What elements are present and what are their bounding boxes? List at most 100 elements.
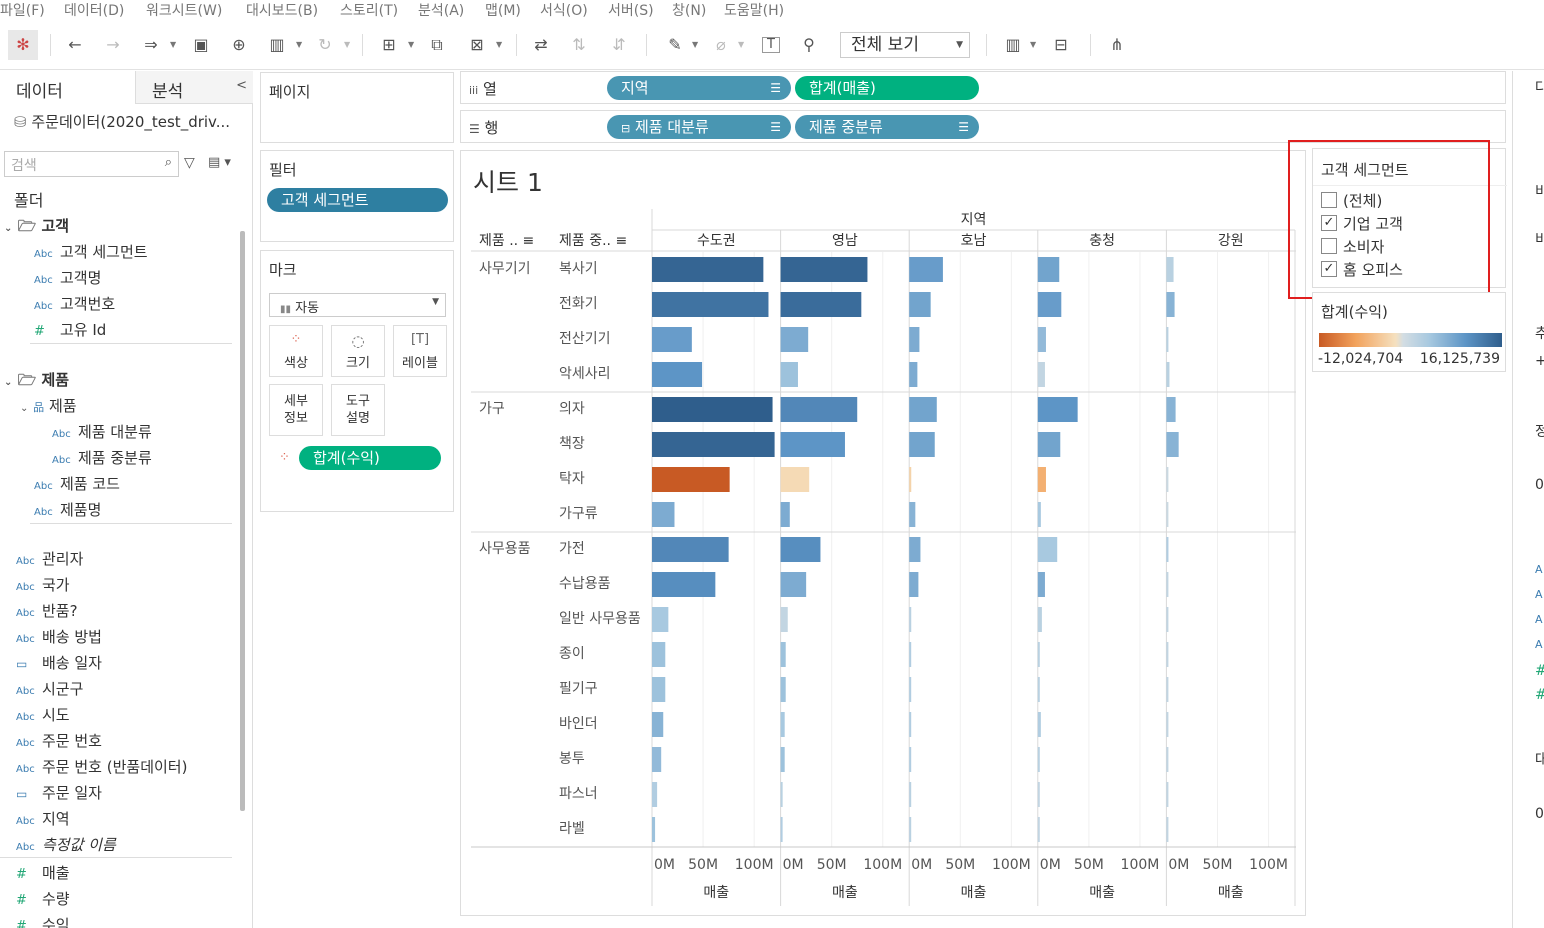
menu-server[interactable]: 서버(S) [608, 3, 654, 19]
group-product[interactable]: ⌄ 🗁 제품 [4, 369, 69, 395]
view-options-icon[interactable]: ▤ ▾ [208, 155, 231, 170]
menu-dashboard[interactable]: 대시보드(B) [246, 3, 319, 19]
filters-card[interactable]: 필터 고객 세그먼트 [260, 150, 454, 242]
tableau-logo-icon[interactable]: ✻ [8, 30, 38, 60]
replay-icon[interactable]: ⇒ [144, 35, 158, 54]
group-icon[interactable]: ⌀ [716, 35, 726, 54]
mark-type-select[interactable]: ▮▮ 자동 ▼ [269, 293, 446, 317]
bar-mark [652, 257, 764, 282]
field-item[interactable]: # 고유 Id [34, 319, 106, 340]
tab-analysis[interactable]: 분석 < [135, 71, 253, 104]
field-item[interactable]: Abc 국가 [16, 574, 70, 595]
collapse-icon[interactable]: < [236, 78, 247, 93]
columns-shelf[interactable]: iii 열 지역 ☰ 합계(매출) [460, 71, 1506, 104]
rows-pill-category[interactable]: ⊟ 제품 대분류 ☰ [607, 115, 791, 139]
field-item[interactable]: Abc 측정값 이름 [16, 834, 116, 855]
bar-mark [1037, 537, 1058, 562]
color-pill[interactable]: 합계(수익) [299, 446, 441, 470]
pages-card[interactable]: 페이지 [260, 72, 454, 143]
checkbox-corporate[interactable]: ✓ [1321, 215, 1337, 231]
measure-item[interactable]: # 수익 [16, 914, 70, 928]
color-button[interactable]: ⁘ 색상 [269, 325, 323, 377]
menu-worksheet[interactable]: 워크시트(W) [146, 3, 223, 19]
swap-icon[interactable]: ⇄ [534, 35, 548, 54]
columns-pill-sales[interactable]: 합계(매출) [795, 76, 979, 100]
menu-format[interactable]: 서식(O) [540, 3, 588, 19]
bar-mark [909, 502, 916, 527]
share-icon[interactable]: ⋔ [1110, 35, 1124, 54]
field-item[interactable]: Abc 시군구 [16, 678, 83, 699]
checkbox-consumer[interactable] [1321, 238, 1337, 254]
field-item[interactable]: Abc 제품명 [34, 499, 101, 520]
field-item[interactable]: Abc 관리자 [16, 548, 83, 569]
presentation-icon[interactable]: ⊟ [1054, 35, 1068, 54]
duplicate-sheet-icon[interactable]: ⧉ [431, 35, 443, 54]
menu-data[interactable]: 데이터(D) [64, 3, 125, 19]
bar-mark [780, 327, 809, 352]
folder-header: 폴더 [14, 191, 44, 210]
view-size-select[interactable]: 전체 보기 ▼ [840, 32, 970, 58]
field-item[interactable]: Abc 고객번호 [34, 293, 115, 314]
size-button[interactable]: ◌ 크기 [331, 325, 385, 377]
field-item[interactable]: ▭ 주문 일자 [16, 782, 102, 803]
field-item[interactable]: Abc 주문 번호 [16, 730, 102, 751]
undo-icon[interactable]: ← [68, 35, 82, 54]
filter-icon[interactable]: ▽ [184, 155, 195, 171]
field-item[interactable]: Abc 반품? [16, 600, 78, 621]
menu-analysis[interactable]: 분석(A) [418, 3, 465, 19]
detail-button[interactable]: 세부 정보 [269, 384, 323, 436]
sort-ascending-icon[interactable]: ⇅ [572, 35, 586, 54]
menu-story[interactable]: 스토리(T) [340, 3, 399, 19]
new-datasource-icon[interactable]: ⊕ [232, 35, 246, 54]
field-item[interactable]: Abc 제품 중분류 [52, 447, 152, 468]
refresh-icon[interactable]: ↻ [318, 35, 332, 54]
region-header: 충청 [1089, 233, 1115, 249]
fix-axes-icon[interactable]: ⚲ [803, 35, 815, 54]
menu-help[interactable]: 도움말(H) [724, 3, 785, 19]
tooltip-button[interactable]: 도구 설명 [331, 384, 385, 436]
label-button[interactable]: [T] 레이블 [393, 325, 447, 377]
field-item[interactable]: Abc 배송 방법 [16, 626, 102, 647]
checkbox-home-office[interactable]: ✓ [1321, 261, 1337, 277]
search-input[interactable]: 검색 ⌕ [4, 151, 179, 177]
measure-item[interactable]: # 매출 [16, 862, 70, 883]
pause-update-icon[interactable]: ▥ [269, 35, 285, 54]
highlight-icon[interactable]: ✎ [668, 35, 682, 54]
menu-file[interactable]: 파일(F) [0, 3, 45, 19]
subcategory-label: 가구류 [559, 506, 598, 522]
clear-sheet-icon[interactable]: ⊠ [470, 35, 484, 54]
show-me-icon[interactable]: ▥ [1005, 35, 1021, 54]
field-item[interactable]: Abc 제품 대분류 [52, 421, 152, 442]
field-item[interactable]: ▭ 배송 일자 [16, 652, 102, 673]
bar-mark [1037, 607, 1042, 632]
new-worksheet-icon[interactable]: ⊞ [382, 35, 396, 54]
scrollbar[interactable] [240, 231, 245, 811]
field-item[interactable]: Abc 주문 번호 (반품데이터) [16, 756, 187, 777]
menu-window[interactable]: 창(N) [672, 3, 707, 19]
field-item[interactable]: Abc 제품 코드 [34, 473, 120, 494]
measure-item[interactable]: # 수량 [16, 888, 70, 909]
filter-pill[interactable]: 고객 세그먼트 [267, 188, 448, 212]
save-icon[interactable]: ▣ [193, 35, 209, 54]
color-legend-title: 합계(수익) [1321, 303, 1388, 321]
tab-data[interactable]: 데이터 [0, 71, 135, 104]
sort-descending-icon[interactable]: ⇵ [612, 35, 626, 54]
string-type-icon: Abc [16, 764, 35, 775]
checkbox-all[interactable] [1321, 192, 1337, 208]
rows-shelf[interactable]: ☰ 행 ⊟ 제품 대분류 ☰ 제품 중분류 ☰ [460, 110, 1506, 143]
redo-icon[interactable]: → [106, 35, 120, 54]
columns-pill-region[interactable]: 지역 ☰ [607, 76, 791, 100]
group-customer[interactable]: ⌄ 🗁 고객 [4, 215, 69, 241]
field-item[interactable]: Abc 고객 세그먼트 [34, 241, 148, 262]
datasource-item[interactable]: ⛁ 주문데이터(2020_test_driv... [14, 111, 230, 132]
rows-pill-subcategory[interactable]: 제품 중분류 ☰ [795, 115, 979, 139]
rows-icon: ☰ [469, 122, 480, 136]
label-icon[interactable]: T [762, 37, 780, 53]
field-name: 제품 코드 [60, 475, 120, 493]
tick-label: 100M [735, 857, 774, 873]
field-item[interactable]: Abc 지역 [16, 808, 70, 829]
field-item[interactable]: Abc 시도 [16, 704, 70, 725]
menu-map[interactable]: 맵(M) [485, 3, 521, 19]
field-item[interactable]: Abc 고객명 [34, 267, 101, 288]
hierarchy-item[interactable]: ⌄ 品 제품 [20, 395, 77, 416]
